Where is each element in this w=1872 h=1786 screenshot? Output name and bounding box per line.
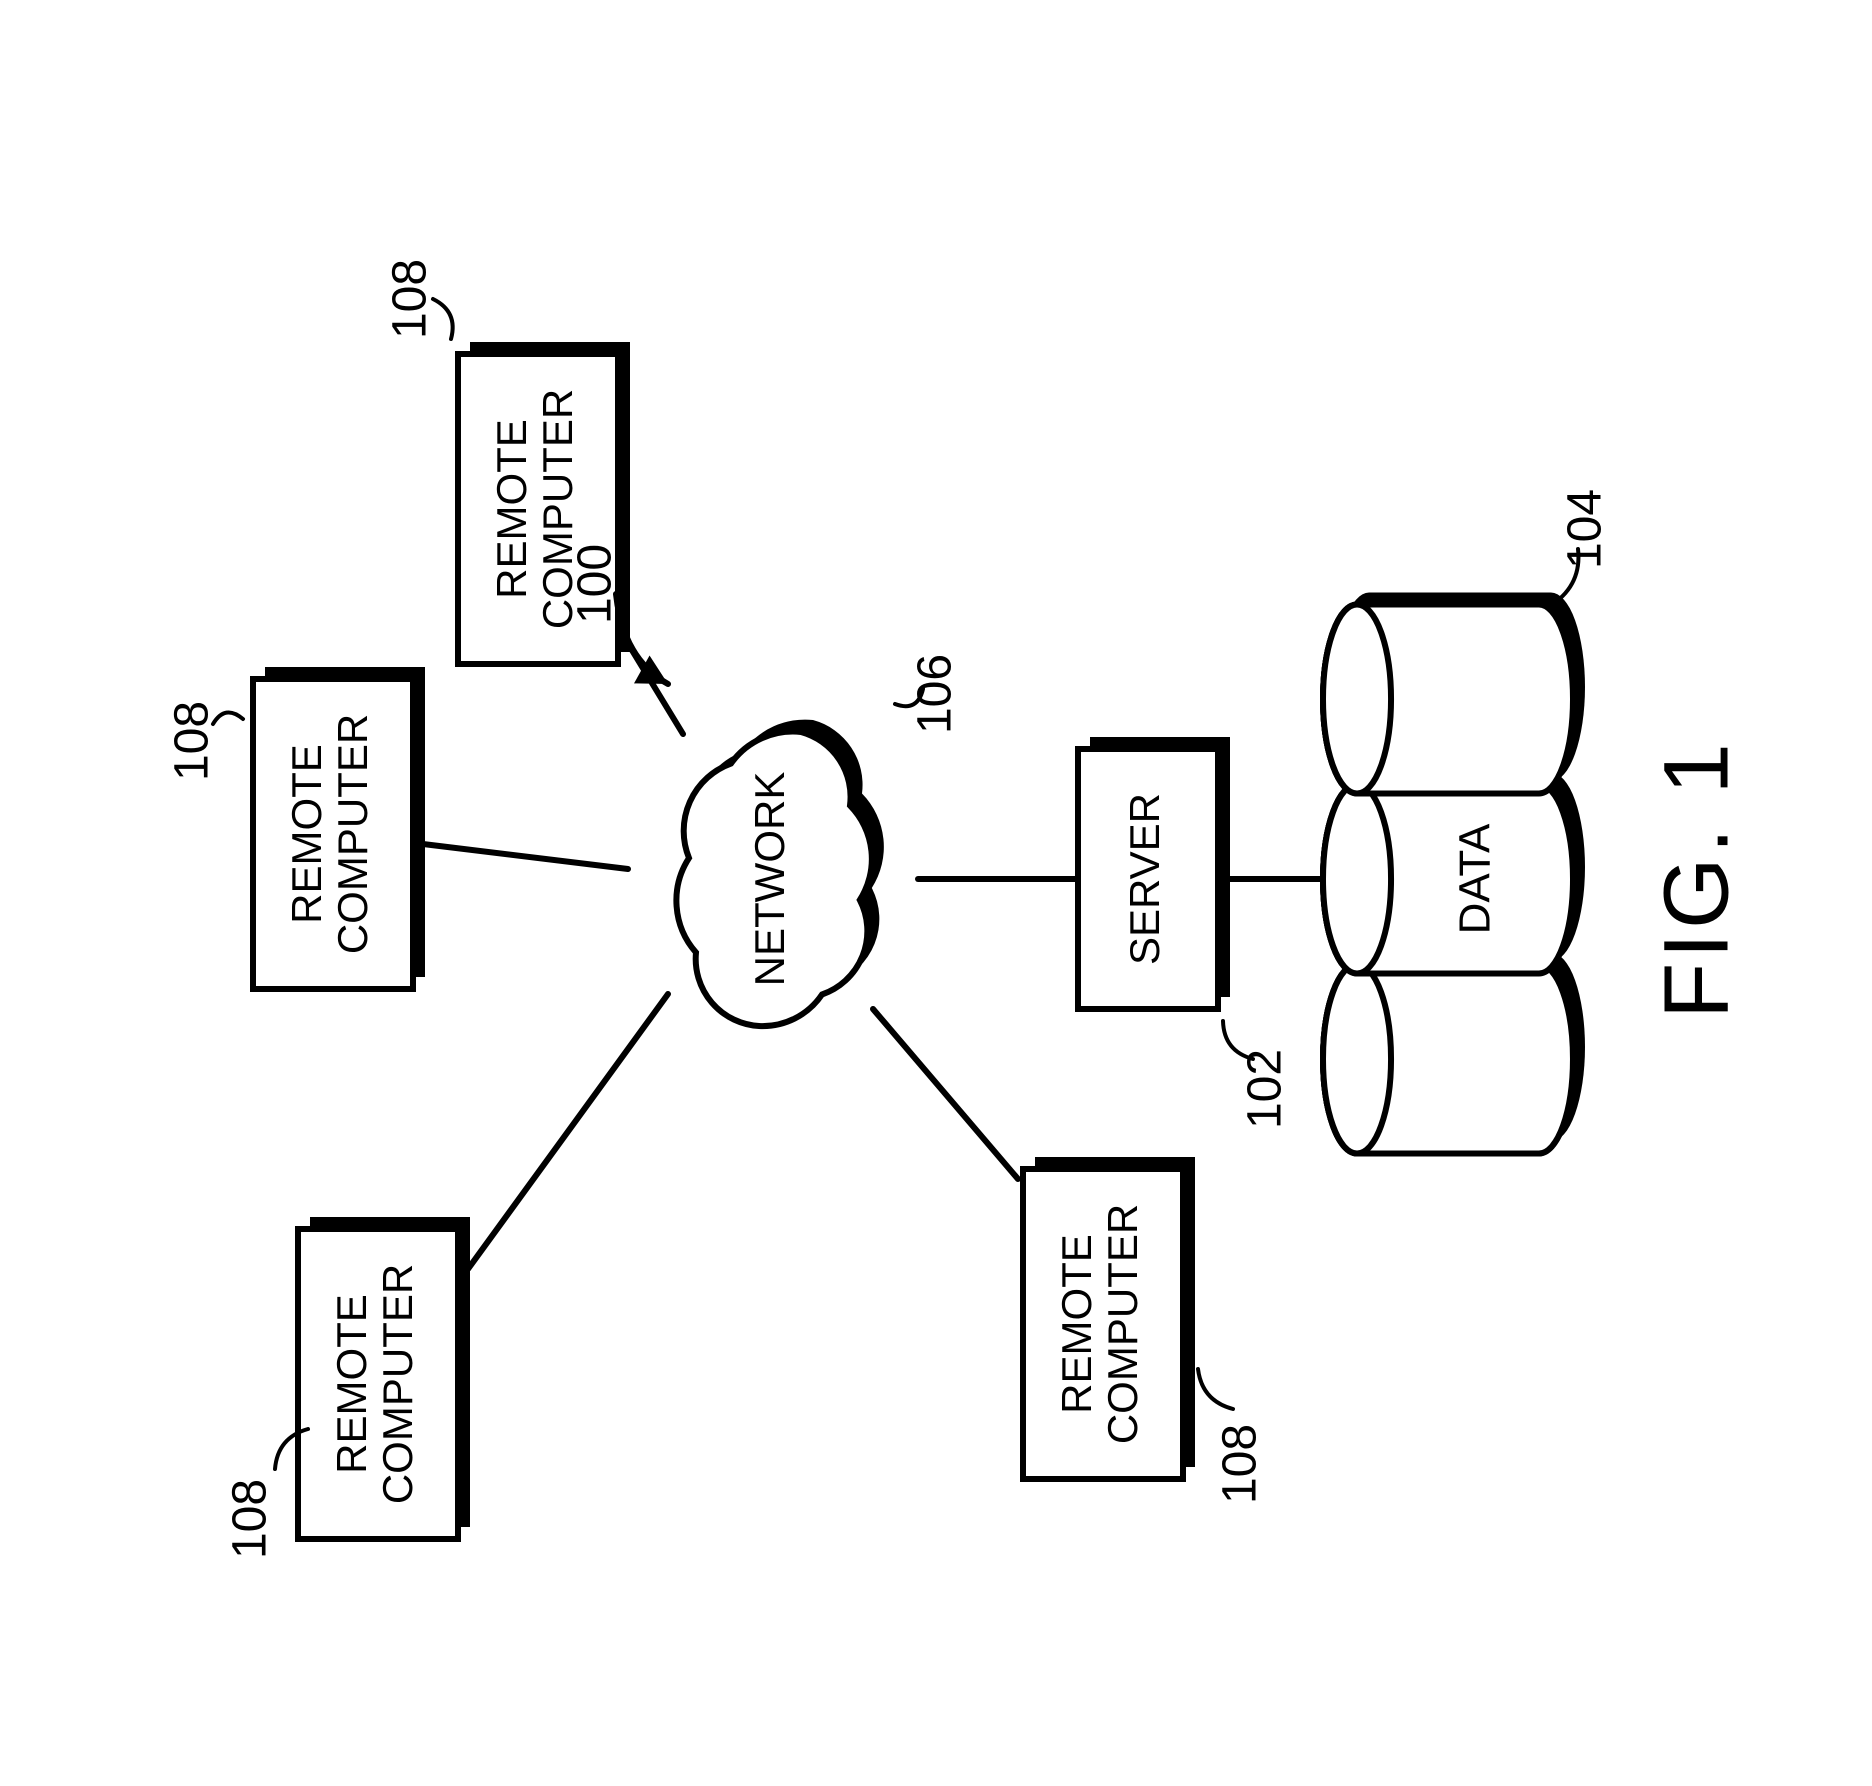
- edge-rc2-net: [423, 844, 628, 869]
- ref-rc2: 108: [166, 701, 219, 781]
- ref-dat: 104: [1559, 489, 1612, 569]
- ref-main: 100: [569, 544, 622, 624]
- ref-rc1: 108: [224, 1479, 277, 1559]
- ref-rc4: 108: [1214, 1424, 1267, 1504]
- svg-text:REMOTECOMPUTER: REMOTECOMPUTER: [488, 389, 581, 629]
- svg-text:SERVER: SERVER: [1121, 793, 1168, 965]
- ref-srv: 102: [1239, 1049, 1292, 1129]
- ref-net: 106: [909, 654, 962, 734]
- svg-text:REMOTECOMPUTER: REMOTECOMPUTER: [283, 714, 376, 954]
- svg-text:DATA: DATA: [1451, 823, 1500, 934]
- svg-text:REMOTECOMPUTER: REMOTECOMPUTER: [328, 1264, 421, 1504]
- figure-stage: REMOTECOMPUTER REMOTECOMPUTER REMOTECOMPUT…: [0, 0, 1872, 1786]
- svg-text:NETWORK: NETWORK: [746, 772, 793, 987]
- ref-rc3: 108: [384, 259, 437, 339]
- figure-label: FIG. 1: [1645, 739, 1747, 1019]
- diagram-svg: REMOTECOMPUTER REMOTECOMPUTER REMOTECOMPUT…: [0, 0, 1872, 1786]
- svg-text:REMOTECOMPUTER: REMOTECOMPUTER: [1053, 1204, 1146, 1444]
- edge-rc4-net: [873, 1009, 1018, 1179]
- edge-rc1-net: [468, 994, 668, 1269]
